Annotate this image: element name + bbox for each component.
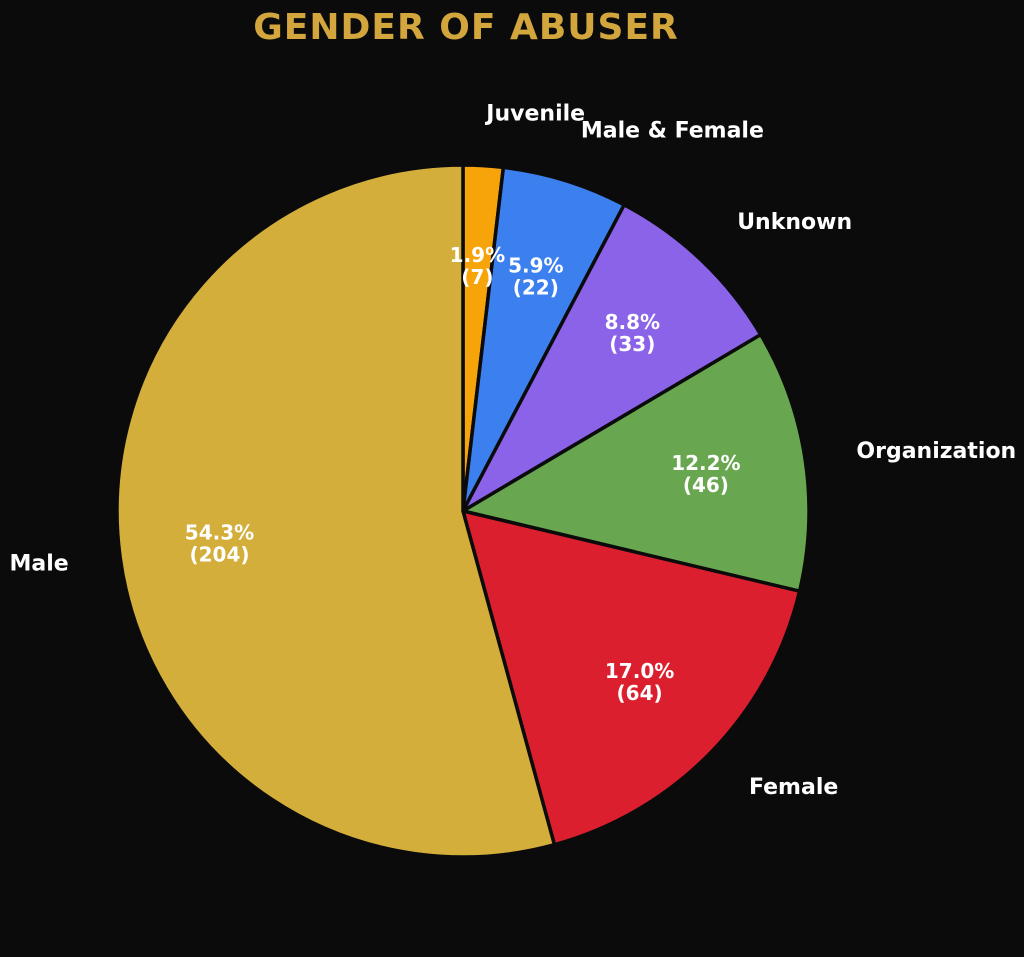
pie-slice-organization — [461, 332, 811, 593]
slice-label-female: Female — [749, 775, 838, 800]
slice-label-unknown: Unknown — [737, 210, 852, 235]
pie-slices-group — [115, 163, 811, 859]
slice-value-male-female: 5.9% (22) — [508, 253, 563, 299]
pie-slice-female — [461, 509, 802, 847]
pie-labels-group: 1.9% (7) Juvenile 5.9% (22) Male & Female 8.8%… — [9, 101, 1016, 800]
slice-label-male: Male — [9, 552, 68, 577]
pie-slice-male-female — [461, 165, 626, 513]
slice-value-unknown: 8.8% (33) — [605, 310, 660, 356]
slice-label-male-female: Male & Female — [581, 119, 764, 144]
chart-title: GENDER OF ABUSER — [253, 7, 679, 48]
slice-value-organization: 12.2% (46) — [671, 451, 740, 497]
pie-slice-male — [115, 163, 557, 859]
slice-label-juvenile: Juvenile — [484, 101, 585, 126]
slice-value-female: 17.0% (64) — [605, 659, 674, 705]
slice-label-organization: Organization — [856, 439, 1016, 464]
slice-value-male: 54.3% (204) — [185, 521, 254, 567]
slice-value-juvenile: 1.9% (7) — [450, 243, 505, 289]
pie-slice-unknown — [461, 203, 763, 513]
